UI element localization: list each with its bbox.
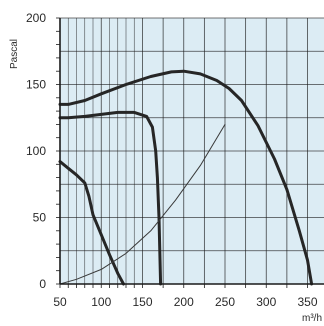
- grid: [60, 17, 324, 284]
- y-axis-label: Pascal: [9, 39, 20, 69]
- fan-curve: [58, 160, 125, 286]
- x-tick-label: 250: [215, 295, 235, 309]
- y-tick-label: 200: [26, 11, 46, 25]
- x-tick-label: 150: [132, 295, 152, 309]
- x-axis-label: m³/h: [302, 313, 322, 324]
- x-tick-label: 100: [91, 295, 111, 309]
- curves: [58, 69, 314, 286]
- x-tick-label: 200: [174, 295, 194, 309]
- y-tick-label: 100: [26, 144, 46, 158]
- y-tick-label: 150: [26, 78, 46, 92]
- fan-curve: [58, 69, 314, 286]
- y-tick-label: 50: [33, 211, 47, 225]
- system-curve: [59, 123, 226, 285]
- fan-curve: [58, 110, 163, 286]
- x-tick-label: 300: [256, 295, 276, 309]
- x-tick-label: 350: [297, 295, 317, 309]
- y-tick-label: 0: [39, 277, 46, 291]
- x-tick-label: 50: [53, 295, 67, 309]
